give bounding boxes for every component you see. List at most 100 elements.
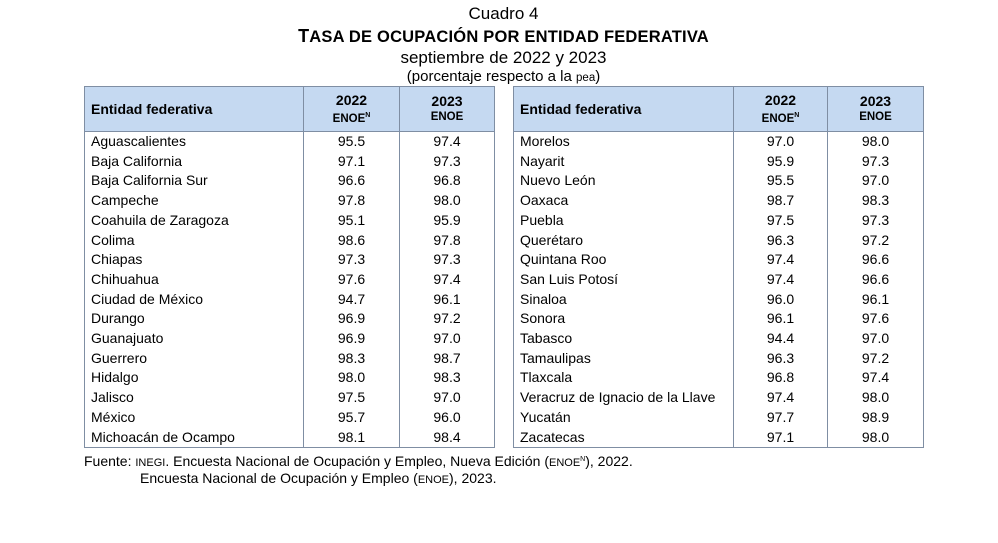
entity-name-cell: Chiapas bbox=[84, 250, 304, 270]
source-note-line2: Encuesta Nacional de Ocupación y Empleo … bbox=[140, 468, 497, 490]
value-2023-cell: 98.3 bbox=[827, 191, 924, 211]
value-2023-cell: 98.7 bbox=[399, 348, 495, 369]
value-2023-cell: 97.3 bbox=[827, 210, 924, 231]
entity-name-cell: Guerrero bbox=[84, 348, 304, 369]
value-2022-cell: 95.7 bbox=[303, 407, 400, 428]
value-2023-cell: 96.6 bbox=[827, 269, 924, 290]
title-word: FEDERATIVA bbox=[603, 28, 709, 46]
value-2022-cell: 97.8 bbox=[303, 191, 400, 211]
title-word: ENTIDAD bbox=[524, 28, 600, 46]
table-right: Entidad federativa 2022 ENOEN 2023 ENOE Mo… bbox=[513, 86, 924, 449]
value-2023-cell: 97.0 bbox=[399, 329, 495, 349]
table-row: San Luis Potosí 97.4 96.6 bbox=[513, 269, 924, 290]
entity-name-cell: Guanajuato bbox=[84, 329, 304, 349]
value-2022-cell: 96.1 bbox=[733, 309, 828, 330]
entity-name-cell: Tabasco bbox=[513, 329, 734, 349]
table-row: México 95.7 96.0 bbox=[84, 407, 495, 428]
title-word: DE bbox=[348, 28, 373, 46]
survey-name: ENOE bbox=[761, 112, 795, 125]
value-2023-cell: 96.8 bbox=[399, 171, 495, 192]
value-2023-cell: 97.2 bbox=[399, 309, 495, 330]
table-row: Veracruz de Ignacio de la Llave 97.4 98.0 bbox=[513, 388, 924, 408]
survey-label: ENOEN bbox=[304, 108, 399, 127]
value-2022-cell: 97.1 bbox=[733, 427, 828, 449]
entity-name-cell: San Luis Potosí bbox=[513, 269, 734, 290]
source-org: INEGI bbox=[135, 457, 166, 469]
entity-name-cell: Colima bbox=[84, 230, 304, 251]
table-row: Tabasco 94.4 97.0 bbox=[513, 329, 924, 349]
year-label: 2023 bbox=[431, 93, 463, 109]
entity-name-cell: Querétaro bbox=[513, 230, 734, 251]
column-header-2022: 2022 ENOEN bbox=[733, 86, 828, 132]
value-2022-cell: 97.3 bbox=[303, 250, 400, 270]
source-label: Fuente: bbox=[84, 453, 136, 469]
entity-name-cell: Ciudad de México bbox=[84, 289, 304, 310]
year-label: 2022 bbox=[764, 91, 797, 108]
table-row: Jalisco 97.5 97.0 bbox=[84, 388, 495, 408]
title-word: POR bbox=[483, 28, 520, 46]
table-row: Quintana Roo 97.4 96.6 bbox=[513, 250, 924, 270]
entity-name-cell: Nuevo León bbox=[513, 171, 734, 192]
value-2023-cell: 97.3 bbox=[399, 151, 495, 172]
table-row: Nayarit 95.9 97.3 bbox=[513, 151, 924, 172]
table-row: Colima 98.6 97.8 bbox=[84, 230, 495, 251]
value-2022-cell: 94.7 bbox=[303, 289, 400, 310]
value-2022-cell: 97.5 bbox=[303, 388, 400, 408]
value-2022-cell: 97.4 bbox=[733, 250, 828, 270]
table-row: Ciudad de México 94.7 96.1 bbox=[84, 289, 495, 310]
entity-name-cell: Campeche bbox=[84, 191, 304, 211]
unit-note-suffix: ) bbox=[595, 68, 601, 85]
value-2022-cell: 98.1 bbox=[303, 427, 400, 449]
table-row: Tamaulipas 96.3 97.2 bbox=[513, 348, 924, 369]
table-row: Nuevo León 95.5 97.0 bbox=[513, 171, 924, 192]
entity-name-cell: Nayarit bbox=[513, 151, 734, 172]
unit-note-abbr: pea bbox=[576, 72, 596, 84]
value-2022-cell: 96.8 bbox=[733, 368, 828, 389]
table-subtitle: septiembre de 2022 y 2023 bbox=[400, 48, 607, 67]
value-2023-cell: 97.2 bbox=[827, 230, 924, 251]
value-2023-cell: 97.8 bbox=[399, 230, 495, 251]
value-2022-cell: 96.0 bbox=[733, 289, 828, 310]
value-2023-cell: 97.6 bbox=[827, 309, 924, 330]
entity-name-cell: Aguascalientes bbox=[84, 131, 304, 152]
table-row: Guerrero 98.3 98.7 bbox=[84, 348, 495, 369]
table-unit-note: (porcentaje respecto a la pea) bbox=[0, 68, 998, 87]
entity-name-cell: Michoacán de Ocampo bbox=[84, 427, 304, 449]
table-row: Chihuahua 97.6 97.4 bbox=[84, 269, 495, 290]
survey-label: ENOEN bbox=[734, 108, 827, 127]
value-2023-cell: 98.3 bbox=[399, 368, 495, 389]
source-line2-text: Encuesta Nacional de Ocupación y Empleo … bbox=[140, 470, 418, 486]
value-2023-cell: 98.9 bbox=[827, 407, 924, 428]
value-2023-cell: 96.1 bbox=[827, 289, 924, 310]
value-2023-cell: 97.0 bbox=[827, 171, 924, 192]
value-2022-cell: 97.4 bbox=[733, 269, 828, 290]
entity-name-cell: Oaxaca bbox=[513, 191, 734, 211]
value-2022-cell: 98.6 bbox=[303, 230, 400, 251]
column-header-entity: Entidad federativa bbox=[513, 86, 734, 132]
year-label: 2022 bbox=[335, 91, 368, 108]
entity-name-cell: Chihuahua bbox=[84, 269, 304, 290]
source-line1-sup: N bbox=[580, 456, 586, 463]
entity-name-cell: Yucatán bbox=[513, 407, 734, 428]
value-2023-cell: 97.0 bbox=[827, 329, 924, 349]
value-2022-cell: 97.7 bbox=[733, 407, 828, 428]
table-row: Chiapas 97.3 97.3 bbox=[84, 250, 495, 270]
table-row: Tlaxcala 96.8 97.4 bbox=[513, 368, 924, 389]
table-left: Entidad federativa 2022 ENOEN 2023 ENOE Ag… bbox=[84, 86, 495, 449]
value-2023-cell: 97.4 bbox=[399, 131, 495, 152]
table-row: Coahuila de Zaragoza 95.1 95.9 bbox=[84, 210, 495, 231]
title-word: TASA bbox=[298, 26, 345, 46]
value-2023-cell: 97.4 bbox=[399, 269, 495, 290]
value-2023-cell: 97.3 bbox=[399, 250, 495, 270]
survey-superscript: N bbox=[365, 111, 371, 119]
value-2022-cell: 97.1 bbox=[303, 151, 400, 172]
table-number: Cuadro 4 bbox=[468, 4, 539, 23]
source-line2-end: ), 2023. bbox=[449, 470, 497, 486]
value-2023-cell: 96.0 bbox=[399, 407, 495, 428]
table-row: Durango 96.9 97.2 bbox=[84, 309, 495, 330]
value-2022-cell: 96.3 bbox=[733, 230, 828, 251]
source-line1-text: . Encuesta Nacional de Ocupación y Emple… bbox=[165, 453, 549, 469]
value-2022-cell: 97.4 bbox=[733, 388, 828, 408]
value-2022-cell: 97.5 bbox=[733, 210, 828, 231]
survey-name: ENOE bbox=[859, 111, 892, 123]
